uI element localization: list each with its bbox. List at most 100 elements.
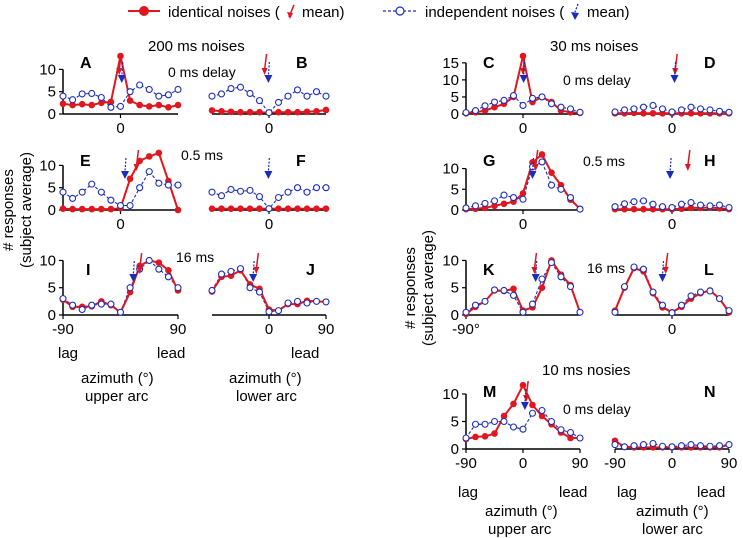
point-independent-m-12 — [576, 434, 584, 442]
point-identical-e-2 — [78, 205, 86, 213]
mean-arrowhead-independent-a — [117, 75, 126, 83]
legend-independent-suffix: mean) — [587, 4, 630, 21]
point-identical-e-9 — [145, 153, 153, 160]
mean-arrow-independent-f — [267, 157, 270, 173]
point-independent-k-3 — [490, 286, 499, 294]
x-tick-label-m-1: 0 — [519, 455, 527, 472]
point-identical-f-1 — [218, 205, 225, 212]
point-independent-d-1 — [620, 106, 629, 114]
point-independent-k-7 — [528, 300, 537, 308]
point-independent-b-0 — [208, 92, 216, 100]
point-identical-f-10 — [303, 205, 311, 212]
panel-g: 0 5 10 0 G 0.5 ms — [442, 149, 625, 233]
lag-label-m: lag — [458, 484, 478, 501]
mean-arrowhead-independent-h — [666, 171, 675, 179]
panel-h: 0H — [611, 149, 733, 233]
point-independent-f-4 — [246, 186, 254, 194]
point-independent-h-3 — [639, 197, 648, 205]
panel-letter-e: E — [80, 153, 91, 170]
point-independent-j-1 — [217, 270, 226, 278]
point-independent-d-5 — [658, 105, 667, 113]
panel-letter-c: C — [483, 55, 495, 72]
point-independent-j-3 — [236, 265, 245, 273]
point-independent-e-7 — [126, 201, 134, 210]
point-identical-b-7 — [275, 108, 282, 116]
point-identical-a-9 — [145, 103, 153, 110]
point-identical-f-8 — [284, 205, 292, 212]
mean-arrow-independent-j — [252, 260, 255, 276]
point-independent-m-9 — [547, 417, 556, 426]
point-independent-d-10 — [706, 106, 714, 114]
mean-arrow-independent-k — [535, 260, 538, 276]
legend-blue-arrow-icon — [574, 3, 579, 13]
point-independent-n-8 — [687, 441, 695, 449]
point-independent-a-0 — [59, 92, 67, 100]
mean-arrow-independent-b — [267, 61, 270, 77]
panel-letter-i: I — [86, 262, 90, 279]
point-independent-m-7 — [528, 409, 537, 417]
ylabel-left-line2: (subject average) — [18, 152, 35, 268]
point-identical-f-12 — [322, 205, 330, 212]
point-identical-b-1 — [218, 108, 225, 115]
y-tick-label-m-0: 0 — [451, 441, 459, 458]
point-independent-g-10 — [557, 185, 565, 193]
point-independent-a-8 — [136, 81, 144, 89]
mean-arrow-identical-k — [533, 252, 538, 270]
point-identical-h-1 — [621, 205, 628, 213]
azimuth-label-n: azimuth (°) — [636, 503, 709, 520]
point-independent-f-10 — [303, 188, 311, 196]
point-identical-m-4 — [500, 412, 508, 420]
point-independent-c-11 — [566, 105, 575, 113]
point-independent-d-0 — [611, 108, 619, 116]
point-independent-a-1 — [69, 96, 77, 104]
mean-arrow-identical-l — [664, 252, 669, 270]
panel-d: 0D — [611, 53, 733, 137]
panel-l: 0 L 16 ms — [587, 252, 733, 338]
mean-arrowhead-independent-f — [264, 171, 273, 179]
point-identical-b-4 — [246, 108, 254, 116]
point-independent-k-5 — [509, 291, 518, 299]
mean-arrowhead-independent-j — [249, 274, 258, 282]
point-independent-d-12 — [725, 108, 733, 116]
point-independent-h-2 — [630, 198, 638, 206]
point-independent-g-12 — [576, 205, 584, 213]
panel-f: 0 F 0.5 ms — [181, 147, 330, 233]
x-tick-label-n-2: 90 — [721, 455, 738, 472]
point-identical-a-0 — [59, 100, 67, 108]
mean-arrowhead-identical-l — [662, 267, 669, 274]
panel-letter-d: D — [704, 55, 716, 72]
delay-label-i: 16 ms — [176, 249, 214, 265]
point-independent-c-4 — [500, 96, 508, 104]
x-tick-label-j-1: 90 — [318, 321, 335, 338]
point-identical-a-4 — [98, 99, 105, 107]
point-independent-g-11 — [566, 194, 575, 202]
y-tick-label-c-0: 0 — [451, 106, 459, 123]
x-tick-label-i-1: 90 — [170, 321, 187, 338]
point-independent-i-6 — [116, 308, 125, 316]
panel-letter-a: A — [80, 55, 92, 72]
point-identical-e-4 — [98, 205, 105, 213]
point-independent-m-1 — [471, 420, 480, 428]
point-independent-n-6 — [668, 443, 676, 451]
point-identical-m-2 — [481, 433, 489, 440]
y-tick-label-c-15: 15 — [442, 55, 459, 72]
y-tick-label-e-0: 0 — [48, 202, 56, 219]
point-independent-n-1 — [620, 443, 629, 451]
title-200ms: 200 ms noises — [148, 38, 245, 55]
x-tick-label-k-0: -90° — [452, 321, 480, 338]
point-independent-e-11 — [164, 181, 172, 189]
point-independent-a-11 — [164, 91, 172, 99]
point-independent-e-2 — [78, 188, 86, 196]
panel-letter-n: N — [704, 384, 716, 401]
point-independent-j-9 — [293, 297, 302, 305]
title-30ms: 30 ms noises — [550, 38, 638, 55]
point-identical-f-4 — [246, 205, 254, 212]
point-independent-c-10 — [557, 103, 565, 111]
point-independent-a-6 — [116, 102, 125, 110]
point-identical-b-12 — [322, 106, 330, 114]
mean-arrowhead-identical-g — [532, 164, 539, 171]
point-independent-i-2 — [78, 305, 86, 314]
ylabel-right-line2: (subject average) — [420, 230, 437, 346]
